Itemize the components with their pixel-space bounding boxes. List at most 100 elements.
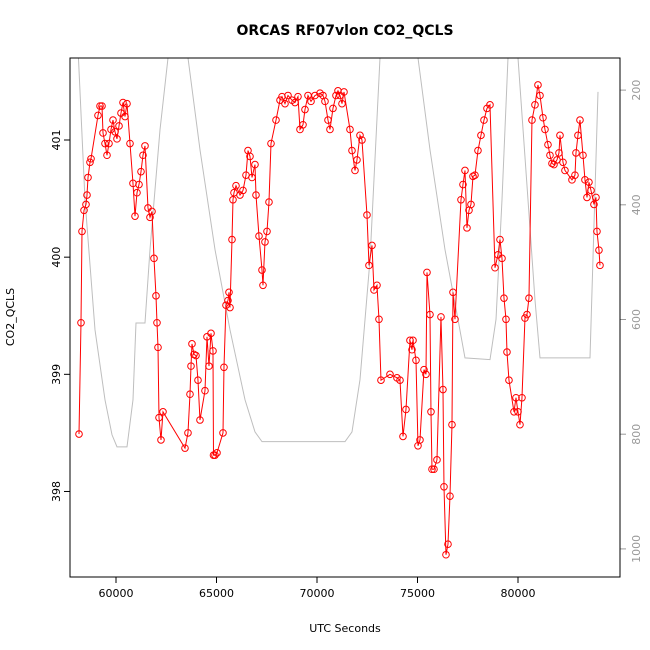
data-point bbox=[111, 128, 119, 136]
data-point bbox=[457, 195, 465, 204]
data-point bbox=[358, 136, 366, 144]
data-point bbox=[211, 451, 219, 459]
data-point bbox=[75, 430, 83, 438]
data-point bbox=[525, 294, 533, 302]
data-point bbox=[474, 146, 482, 155]
data-point bbox=[498, 254, 506, 263]
data-point bbox=[135, 180, 143, 189]
data-point bbox=[299, 120, 307, 129]
data-point bbox=[574, 131, 582, 140]
data-point bbox=[251, 160, 259, 169]
series-line bbox=[78, 84, 601, 555]
data-point bbox=[596, 261, 604, 270]
data-point bbox=[252, 191, 260, 199]
data-point bbox=[103, 151, 111, 160]
data-point bbox=[471, 171, 479, 179]
data-point bbox=[546, 151, 554, 160]
data-point bbox=[516, 420, 524, 429]
data-point bbox=[423, 268, 431, 277]
data-point bbox=[505, 376, 513, 384]
data-point bbox=[291, 98, 299, 107]
data-point bbox=[373, 281, 381, 290]
data-point bbox=[101, 139, 109, 148]
data-point bbox=[531, 101, 539, 109]
data-point bbox=[115, 122, 123, 130]
data-point bbox=[222, 301, 230, 309]
data-point bbox=[96, 102, 104, 110]
data-point bbox=[190, 350, 198, 359]
data-point bbox=[561, 166, 569, 175]
data-point bbox=[259, 281, 267, 290]
y-axis-label: CO2_QCLS bbox=[4, 288, 17, 346]
data-point bbox=[365, 261, 373, 270]
data-point bbox=[503, 348, 511, 356]
data-point bbox=[510, 408, 518, 416]
data-point bbox=[119, 98, 127, 107]
data-point bbox=[153, 318, 161, 327]
data-point bbox=[186, 390, 194, 399]
data-point bbox=[131, 212, 139, 220]
data-point bbox=[351, 166, 359, 175]
data-point bbox=[105, 139, 113, 148]
data-point bbox=[346, 125, 354, 134]
data-point bbox=[491, 263, 499, 272]
data-point bbox=[409, 336, 417, 345]
data-point bbox=[225, 288, 233, 297]
x-tick-label: 65000 bbox=[199, 587, 234, 600]
data-point bbox=[406, 336, 414, 345]
chart-title: ORCAS RF07vlon CO2_QCLS bbox=[236, 23, 453, 39]
data-point bbox=[194, 376, 202, 384]
plot-area bbox=[75, 58, 604, 559]
series-line bbox=[77, 58, 599, 448]
x-axis-label: UTC Seconds bbox=[309, 622, 381, 635]
data-point bbox=[255, 232, 263, 240]
data-point bbox=[593, 227, 601, 236]
data-point bbox=[571, 171, 579, 179]
data-point bbox=[500, 294, 508, 302]
data-point bbox=[514, 408, 522, 416]
data-point bbox=[356, 131, 364, 140]
data-point bbox=[469, 172, 477, 181]
data-point bbox=[154, 343, 162, 352]
data-point bbox=[461, 166, 469, 175]
data-point bbox=[422, 370, 430, 379]
data-point bbox=[437, 313, 445, 321]
data-point bbox=[541, 125, 549, 134]
data-point bbox=[246, 152, 254, 161]
data-point bbox=[213, 449, 221, 457]
data-point bbox=[137, 167, 145, 176]
data-point bbox=[267, 139, 275, 148]
data-point bbox=[534, 81, 542, 89]
data-point bbox=[181, 444, 189, 452]
data-point bbox=[139, 151, 147, 160]
data-point bbox=[121, 112, 129, 121]
data-point bbox=[512, 393, 520, 402]
data-point bbox=[324, 116, 332, 124]
data-point bbox=[209, 347, 217, 355]
data-point bbox=[338, 99, 346, 108]
data-point bbox=[263, 227, 271, 236]
data-point bbox=[107, 125, 115, 134]
y-tick-label: 400 bbox=[50, 247, 63, 268]
data-point bbox=[428, 465, 436, 474]
y-tick-label: 401 bbox=[50, 130, 63, 151]
data-point bbox=[348, 146, 356, 155]
data-point bbox=[123, 99, 131, 108]
data-point bbox=[587, 186, 595, 195]
plot-frame bbox=[69, 57, 621, 578]
y2-tick-label: 1000 bbox=[630, 535, 643, 563]
data-point bbox=[284, 91, 292, 100]
data-point bbox=[192, 351, 200, 360]
data-point bbox=[585, 178, 593, 186]
data-point bbox=[439, 385, 447, 394]
data-point bbox=[113, 135, 121, 143]
data-point bbox=[440, 482, 448, 491]
data-point bbox=[416, 436, 424, 444]
data-point bbox=[449, 288, 457, 297]
data-point bbox=[363, 211, 371, 219]
data-point bbox=[592, 193, 600, 202]
data-point bbox=[224, 296, 232, 305]
data-point bbox=[265, 198, 273, 206]
data-point bbox=[133, 188, 141, 197]
